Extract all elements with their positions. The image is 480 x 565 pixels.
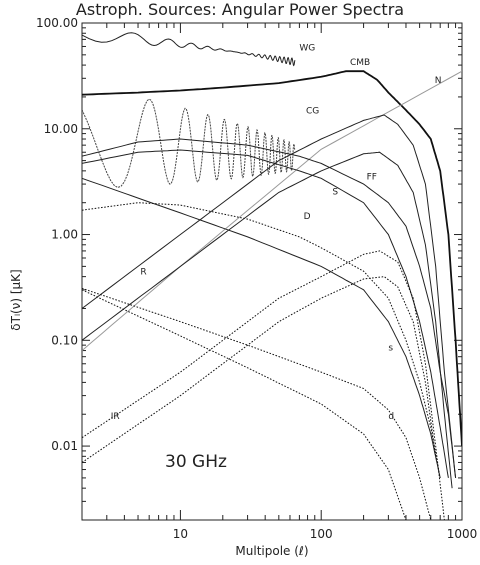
- series-label: s: [388, 344, 393, 354]
- series-label: IR: [111, 412, 120, 422]
- series-line: [82, 276, 437, 463]
- x-tick-label: 10: [173, 527, 188, 541]
- series-label: d: [388, 412, 394, 422]
- frequency-annotation: 30 GHz: [165, 452, 227, 472]
- series-label: CMB: [350, 58, 370, 68]
- y-axis: 0.01 0.10 1.00 10.00 100.00: [36, 16, 462, 521]
- series-label: D: [304, 212, 311, 222]
- series-label: S: [332, 187, 338, 197]
- series-label: N: [435, 76, 442, 86]
- y-tick-label: 0.01: [51, 439, 78, 453]
- series-line: [82, 287, 432, 520]
- series-label: CG: [306, 106, 319, 116]
- x-tick-label: 1000: [447, 527, 478, 541]
- series-label: R: [140, 267, 146, 277]
- y-axis-label: δTₗ(ν) [μK]: [9, 269, 23, 330]
- chart-title: Astroph. Sources: Angular Power Spectra: [76, 0, 404, 19]
- series-label: WG: [299, 43, 315, 53]
- series-line: [82, 114, 457, 478]
- series-line: [82, 32, 296, 67]
- series-line: [82, 202, 441, 478]
- x-axis-label: Multipole (ℓ): [235, 544, 308, 558]
- series-group: [82, 32, 462, 520]
- series-line: [82, 149, 449, 478]
- series-line: [82, 70, 462, 351]
- x-tick-label: 100: [310, 527, 333, 541]
- series-line: [82, 138, 457, 478]
- y-tick-label: 10.00: [44, 122, 78, 136]
- series-line: [82, 250, 445, 520]
- x-axis: 10 100 1000: [81, 23, 478, 541]
- series-line: [82, 177, 441, 479]
- y-tick-label: 1.00: [51, 228, 78, 242]
- series-line: [82, 98, 296, 189]
- y-tick-label: 0.10: [51, 333, 78, 347]
- series-line: [82, 70, 462, 447]
- series-labels: WG CMB N CG FF S D Rs IR d: [111, 43, 442, 422]
- y-tick-label: 100.00: [36, 16, 78, 30]
- series-line: [82, 151, 453, 489]
- plot-frame: [81, 22, 463, 521]
- series-label: FF: [367, 173, 377, 183]
